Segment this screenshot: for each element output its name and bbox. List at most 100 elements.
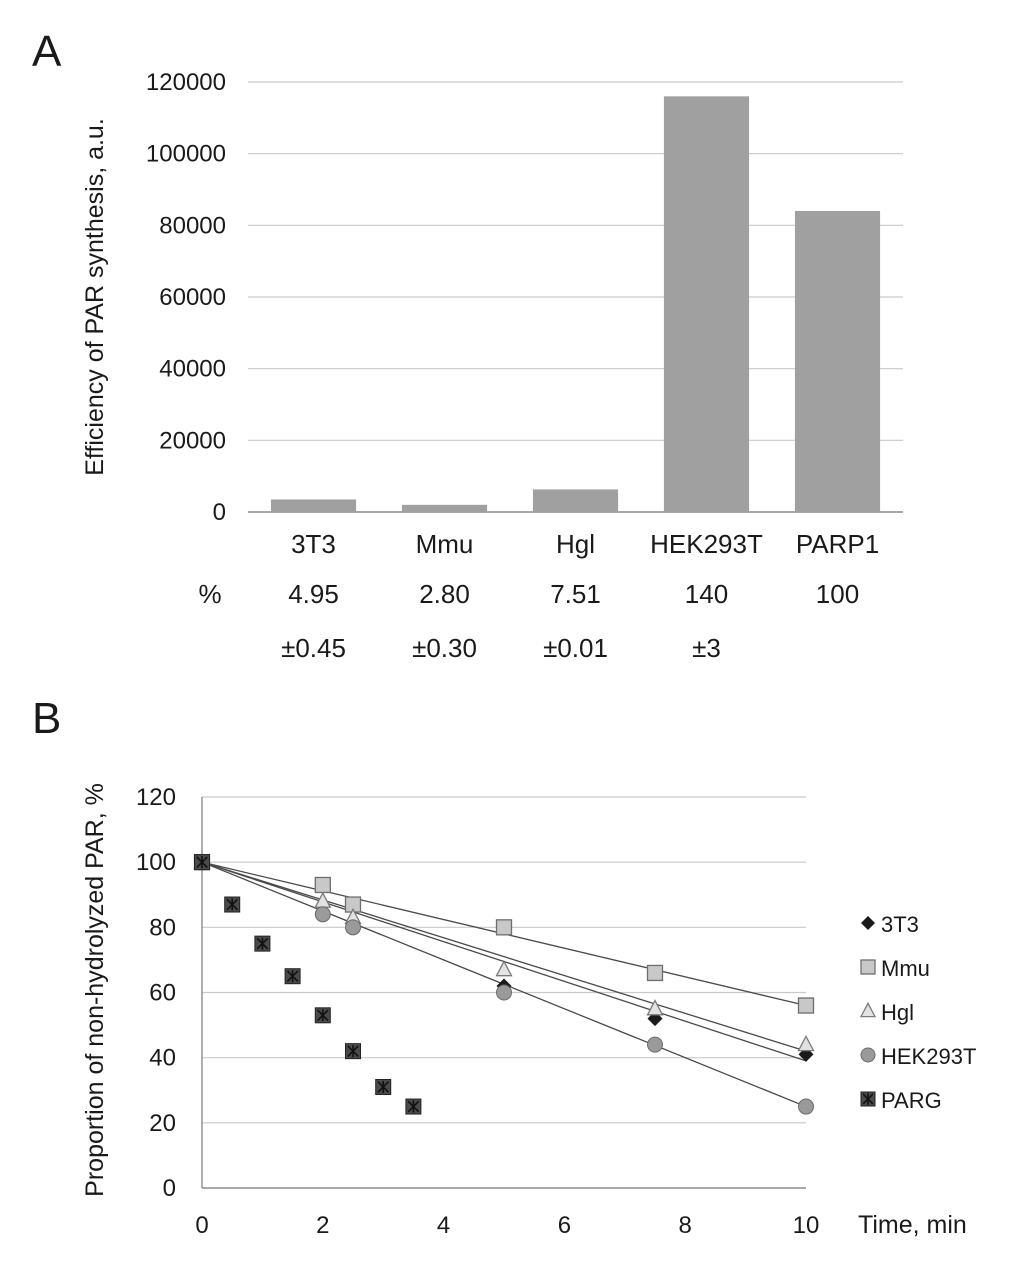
point-parg — [405, 1098, 422, 1115]
point-hek293t — [345, 919, 361, 936]
panel-b-x-axis-title: Time, min — [858, 1211, 967, 1239]
parg-asterisk — [286, 970, 299, 983]
panel-a-y-tick-label: 40000 — [159, 356, 226, 383]
bar-hek293t — [663, 96, 750, 512]
legend-marker-mmu — [860, 959, 876, 975]
parg-asterisk — [316, 1009, 329, 1022]
panel-b-x-tick-label: 10 — [793, 1212, 820, 1239]
percent-value: 100 — [816, 579, 859, 609]
percent-value: 4.95 — [288, 579, 339, 609]
legend-marker-hek293t — [860, 1047, 876, 1063]
bar-parp1 — [794, 211, 881, 512]
legend-label: Mmu — [881, 956, 930, 981]
point-hgl — [797, 1034, 815, 1052]
panel-b-x-tick-label: 0 — [195, 1212, 208, 1239]
point-mmu — [646, 964, 664, 982]
panel-b-scatter-chart: B 0 20 40 60 80 100 120 0 2 4 6 8 10 Proportion of … — [32, 694, 976, 1239]
point-parg — [375, 1078, 392, 1095]
point-mmu — [314, 876, 331, 894]
circle-marker — [647, 1036, 663, 1053]
legend-label: PARG — [881, 1088, 942, 1113]
panel-a-y-tick-label: 120000 — [146, 69, 226, 96]
panel-a-y-tick-label: 80000 — [159, 212, 226, 239]
panel-a-y-tick-label: 100000 — [146, 141, 226, 168]
panel-b-y-tick-label: 40 — [149, 1045, 176, 1072]
percent-value: 140 — [685, 579, 728, 609]
parg-asterisk — [862, 1093, 874, 1105]
panel-a-y-tick-label: 20000 — [159, 427, 226, 454]
circle-marker — [860, 1047, 876, 1063]
point-parg — [345, 1043, 361, 1060]
legend-label: Hgl — [881, 1000, 914, 1025]
legend-marker-parg — [860, 1091, 876, 1107]
panel-b-y-tick-label: 20 — [149, 1110, 176, 1137]
legend-label: HEK293T — [881, 1044, 976, 1069]
panel-b-y-axis-title: Proportion of non-hydrolyzed PAR, % — [81, 783, 109, 1197]
circle-marker — [496, 984, 512, 1001]
panel-b-label: B — [32, 694, 61, 743]
parg-asterisk — [256, 937, 269, 950]
circle-marker — [314, 906, 331, 923]
point-parg — [284, 968, 301, 985]
point-hgl — [646, 999, 664, 1016]
panel-b-y-tick-label: 120 — [136, 784, 176, 811]
point-parg — [254, 935, 271, 952]
panel-a-label: A — [32, 27, 62, 76]
percent-error: ±0.30 — [412, 633, 477, 663]
percent-error: ±0.45 — [281, 633, 346, 663]
point-parg — [194, 854, 210, 871]
parg-asterisk — [196, 856, 208, 869]
parg-asterisk — [226, 898, 239, 911]
point-parg — [314, 1007, 331, 1024]
panel-b-legend: 3T3 Mmu Hgl HEK293T PARG — [859, 912, 976, 1113]
percent-error: ±3 — [692, 633, 721, 663]
panel-a-y-tick-label: 60000 — [159, 284, 226, 311]
panel-b-x-tick-label: 6 — [558, 1212, 571, 1239]
triangle-marker — [646, 999, 664, 1016]
percent-row-label: % — [198, 579, 221, 609]
bar-3t3 — [270, 499, 357, 512]
panel-b-x-tick-label: 8 — [679, 1212, 692, 1239]
parg-asterisk — [347, 1045, 359, 1058]
circle-marker — [345, 919, 361, 936]
legend-marker-hgl — [859, 1001, 877, 1018]
percent-error: ±0.01 — [543, 633, 608, 663]
point-parg — [224, 896, 241, 913]
legend-label: 3T3 — [881, 912, 919, 937]
circle-marker — [798, 1098, 814, 1115]
triangle-marker — [859, 1001, 877, 1018]
bar-hgl — [532, 489, 619, 512]
point-mmu — [797, 997, 815, 1014]
percent-value: 7.51 — [550, 579, 601, 609]
point-hgl — [495, 960, 513, 977]
point-hek293t — [496, 984, 512, 1001]
category-label: PARP1 — [796, 529, 879, 559]
panel-a-y-tick-label: 0 — [213, 499, 226, 526]
bar-mmu — [401, 504, 488, 512]
category-label: 3T3 — [291, 529, 336, 559]
trendline-hgl — [201, 861, 807, 1052]
point-hek293t — [647, 1036, 663, 1053]
square-marker — [797, 997, 815, 1014]
point-hek293t — [798, 1098, 814, 1115]
diamond-marker — [861, 916, 875, 930]
square-marker — [495, 919, 513, 936]
panel-b-y-tick-label: 0 — [163, 1175, 176, 1202]
panel-b-y-tick-label: 100 — [136, 849, 176, 876]
legend-marker-3t3 — [861, 916, 875, 930]
square-marker — [860, 959, 876, 975]
panel-a-y-axis-title: Efficiency of PAR synthesis, a.u. — [81, 118, 109, 476]
square-marker — [314, 876, 331, 894]
panel-b-x-tick-label: 4 — [437, 1212, 450, 1239]
triangle-marker — [797, 1034, 815, 1052]
percent-value: 2.80 — [419, 579, 470, 609]
category-label: HEK293T — [650, 529, 763, 559]
category-label: Hgl — [556, 529, 595, 559]
parg-asterisk — [377, 1080, 390, 1093]
panel-a-bar-chart: A 0 20000 40000 60000 80000 100000 120000 3T3 4… — [32, 27, 903, 663]
point-hek293t — [314, 906, 331, 923]
triangle-marker — [495, 960, 513, 977]
category-label: Mmu — [416, 529, 474, 559]
panel-b-y-tick-label: 60 — [149, 980, 176, 1007]
